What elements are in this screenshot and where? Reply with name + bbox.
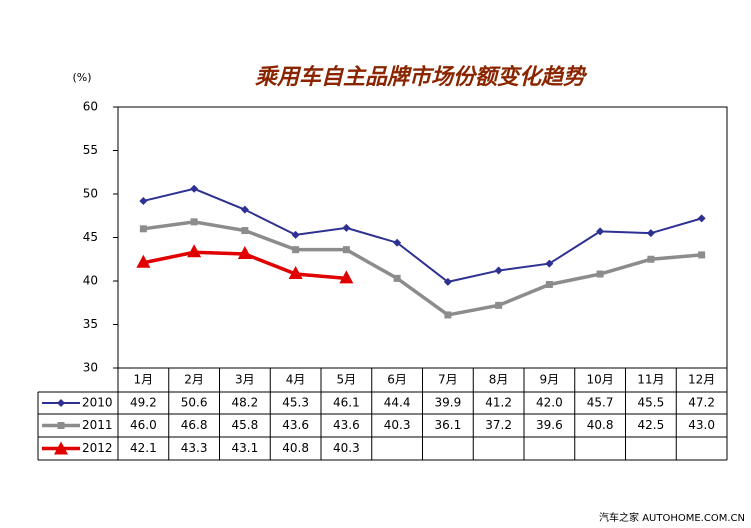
x-tick-label: 10月 (586, 373, 613, 387)
marker (697, 214, 706, 223)
marker (545, 259, 554, 268)
marker (596, 270, 604, 278)
table-value: 43.3 (181, 441, 208, 455)
table-value: 43.1 (232, 441, 259, 455)
table-value: 42.0 (536, 396, 563, 410)
marker (190, 218, 198, 226)
marker (393, 238, 402, 247)
table-value: 40.8 (587, 418, 614, 432)
y-tick-label: 35 (83, 317, 98, 331)
plot-area (117, 106, 728, 369)
table-value: 42.5 (638, 418, 665, 432)
table-value: 37.2 (485, 418, 512, 432)
legend-label: 2010 (82, 396, 113, 410)
marker (241, 227, 249, 235)
marker (596, 227, 605, 236)
marker (292, 246, 300, 254)
marker (495, 301, 503, 309)
marker (545, 280, 553, 288)
table-value: 43.0 (688, 418, 715, 432)
x-tick-label: 3月 (235, 373, 255, 387)
table-value: 46.0 (130, 418, 157, 432)
table-value: 40.8 (282, 441, 309, 455)
x-tick-label: 8月 (489, 373, 509, 387)
table-value: 41.2 (485, 396, 512, 410)
table-value: 46.8 (181, 418, 208, 432)
table-value: 45.7 (587, 396, 614, 410)
y-tick-label: 45 (83, 230, 98, 244)
marker (291, 230, 300, 239)
x-tick-label: 1月 (134, 373, 154, 387)
marker (240, 205, 249, 214)
table-value: 39.9 (435, 396, 462, 410)
x-tick-label: 2月 (184, 373, 204, 387)
marker (136, 254, 151, 268)
marker (190, 184, 199, 193)
marker (237, 246, 252, 260)
marker (443, 277, 452, 286)
x-tick-label: 7月 (438, 373, 458, 387)
marker (647, 255, 655, 263)
table-value: 40.3 (333, 441, 360, 455)
x-tick-label: 11月 (637, 373, 664, 387)
chart-title: 乘用车自主品牌市场份额变化趋势 (255, 64, 588, 90)
marker (139, 225, 147, 233)
y-tick-label: 30 (83, 361, 98, 375)
x-tick-label: 4月 (286, 373, 306, 387)
table-value: 44.4 (384, 396, 411, 410)
y-tick-label: 60 (83, 100, 98, 114)
marker (342, 223, 351, 232)
series-line (143, 220, 702, 317)
table-value: 42.1 (130, 441, 157, 455)
y-tick-label: 50 (83, 187, 98, 201)
marker (339, 270, 354, 284)
table-value: 43.6 (333, 418, 360, 432)
table-value: 45.3 (282, 396, 309, 410)
table-value: 47.2 (688, 396, 715, 410)
x-tick-label: 6月 (387, 373, 407, 387)
marker (698, 251, 706, 259)
watermark: 汽车之家 AUTOHOME.COM.CN (599, 511, 745, 524)
marker (393, 274, 401, 282)
y-axis-label: (%) (72, 71, 91, 84)
table-value: 43.6 (282, 418, 309, 432)
y-tick-label: 55 (83, 143, 98, 157)
x-tick-label: 9月 (540, 373, 560, 387)
table-value: 36.1 (435, 418, 462, 432)
marker (139, 196, 148, 205)
marker (494, 266, 503, 275)
marker (646, 229, 655, 238)
marker (187, 244, 202, 258)
marker (342, 246, 350, 254)
x-tick-label: 12月 (688, 373, 715, 387)
table-value: 49.2 (130, 396, 157, 410)
marker (288, 266, 303, 280)
x-tick-label: 5月 (337, 373, 357, 387)
table-value: 48.2 (232, 396, 259, 410)
table-value: 45.5 (638, 396, 665, 410)
legend-label: 2011 (82, 418, 113, 432)
legend-label: 2012 (82, 441, 113, 455)
marker (444, 311, 452, 319)
table-value: 39.6 (536, 418, 563, 432)
y-tick-label: 40 (83, 274, 98, 288)
series-line (143, 187, 702, 283)
legend-marker (54, 441, 68, 455)
table-value: 46.1 (333, 396, 360, 410)
legend-marker (57, 399, 65, 407)
table-value: 40.3 (384, 418, 411, 432)
table-value: 45.8 (232, 418, 259, 432)
legend-marker (57, 422, 65, 429)
table-value: 50.6 (181, 396, 208, 410)
